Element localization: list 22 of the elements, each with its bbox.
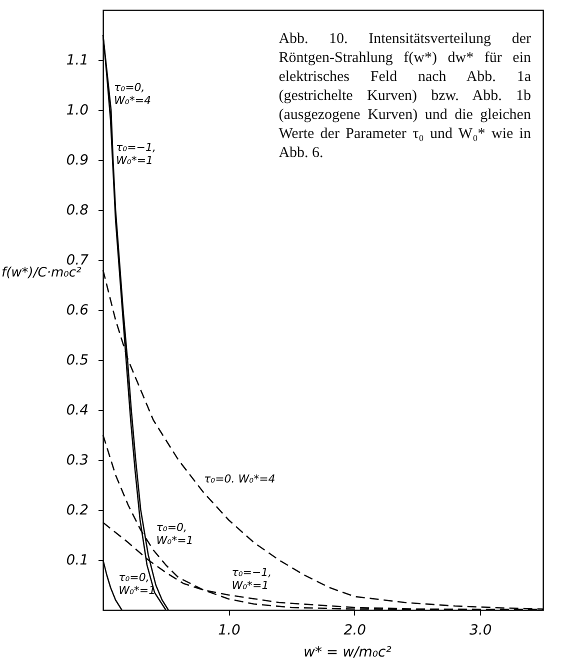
y-tick-label: 0.4 xyxy=(66,402,88,418)
y-tick-label: 0.5 xyxy=(66,352,89,368)
annotation: τ₀=0, W₀*=1 xyxy=(156,521,194,547)
y-tick-label: 1.0 xyxy=(66,102,89,118)
annotation: τ₀=0. W₀*=4 xyxy=(204,472,276,486)
y-tick-label: 1.1 xyxy=(66,52,88,68)
y-tick-label: 0.6 xyxy=(66,302,89,318)
y-tick-label: 0.2 xyxy=(66,502,89,518)
x-tick-label: 2.0 xyxy=(344,622,366,638)
text: Abb. 10. Intensitätsverteilung der Röntgen-Strahlung f(w*) dw* für ein elektrisches Feld nach Abb. 1a (gestrichelte Kurven) bzw. Abb. 1b (ausgezogene Kurven) und die gleichen Werte der Parameter τ₀ und W₀* wie in Abb. 6. xyxy=(278,30,531,163)
y-tick-label: 0.1 xyxy=(66,552,88,568)
y-tick-label: 0.3 xyxy=(66,452,88,468)
x-tick-label: 1.0 xyxy=(218,622,240,638)
annotation: τ₀=0, W₀*=1 xyxy=(118,571,156,597)
annotation: τ₀=0, W₀*=4 xyxy=(114,81,152,107)
y-tick-label: 0.8 xyxy=(66,202,89,218)
annotation: τ₀=−1, W₀*=1 xyxy=(116,141,156,167)
y-tick-label: 0.9 xyxy=(66,152,89,168)
y-axis-title: f(w*)/C·m₀c² xyxy=(2,266,82,280)
x-tick-label: 3.0 xyxy=(470,622,492,638)
annotation: τ₀=−1, W₀*=1 xyxy=(232,566,272,592)
x-axis-title: w* = w/m₀c² xyxy=(304,644,392,660)
